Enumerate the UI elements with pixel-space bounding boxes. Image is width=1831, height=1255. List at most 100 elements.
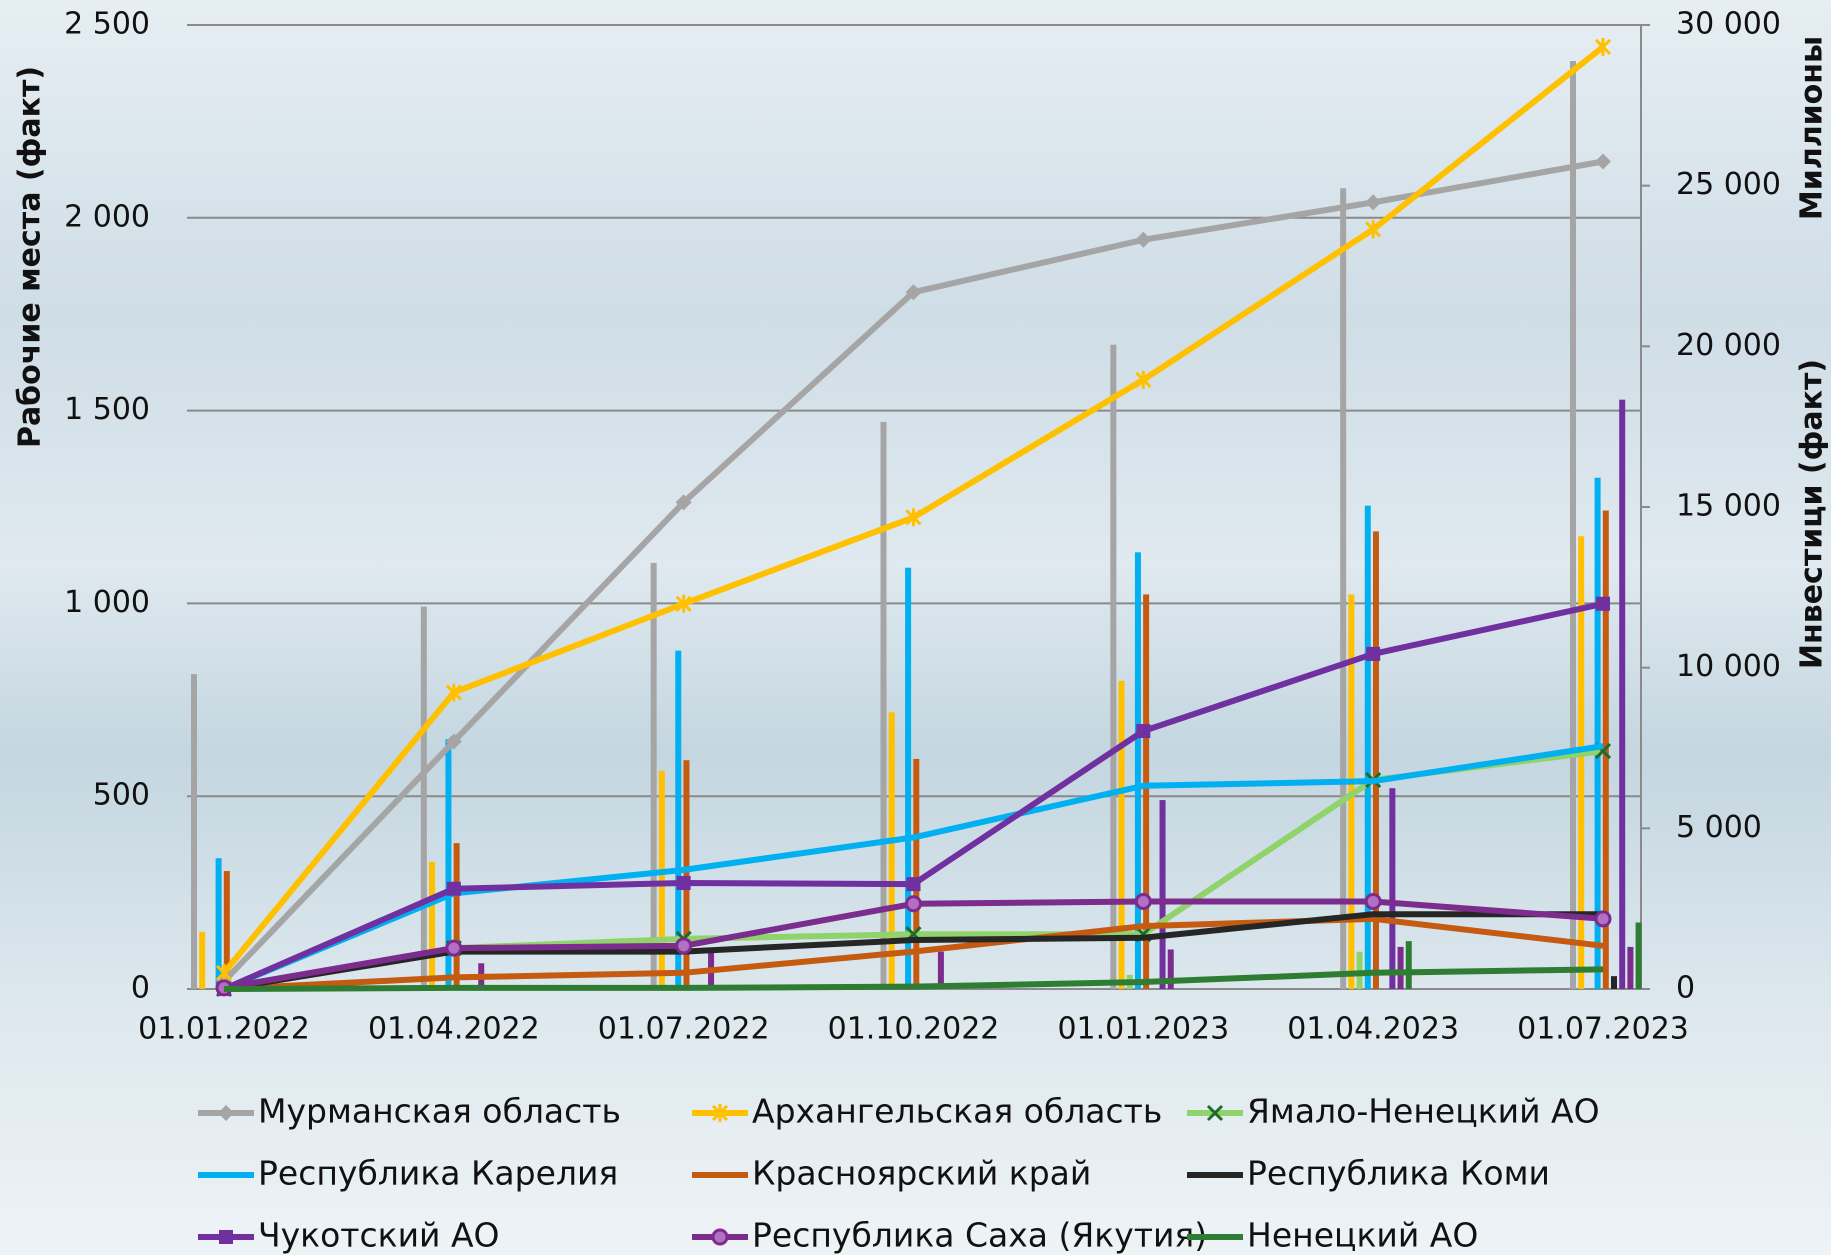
marker: [905, 284, 922, 301]
bar: [650, 562, 657, 989]
y2-tick-label: 20 000: [1676, 328, 1781, 363]
y-tick-label: 1 000: [64, 585, 150, 620]
marker: [1594, 37, 1612, 56]
marker: [1365, 194, 1382, 211]
y2-tick-label: 15 000: [1676, 489, 1781, 524]
y-tick-label: 1 500: [64, 392, 150, 427]
bar: [1143, 594, 1150, 989]
legend-label: Республика Коми: [1247, 1154, 1550, 1193]
marker: [1364, 892, 1382, 910]
legend: Мурманская область Архангельская область Я…: [198, 1092, 1600, 1255]
bar: [880, 421, 887, 989]
bar: [223, 871, 230, 989]
bar: [1159, 800, 1166, 989]
y-tick-label: 2 000: [64, 199, 150, 234]
line: [223, 966, 1604, 992]
bar: [1167, 949, 1174, 989]
y2-tick-label: 25 000: [1676, 167, 1781, 202]
marker: [1596, 596, 1610, 611]
bar: [683, 760, 690, 989]
y2-axis-title: Инвестици (факт): [1795, 359, 1830, 669]
bar: [1134, 552, 1141, 989]
bar: [905, 567, 912, 989]
marker: [1594, 910, 1612, 928]
bar: [1635, 922, 1642, 989]
bar: [1578, 536, 1585, 989]
legend-label: Мурманская область: [258, 1092, 621, 1131]
y2-axis-unit: Миллионы: [1795, 36, 1830, 220]
marker: [1365, 220, 1382, 239]
bar: [420, 606, 427, 989]
bar: [658, 770, 665, 989]
marker: [906, 877, 921, 892]
x-tick-label: 01.10.2022: [828, 1012, 1000, 1047]
marker: [675, 937, 693, 955]
bar: [1372, 531, 1379, 989]
marker: [445, 683, 462, 702]
bar: [1405, 941, 1412, 989]
bar: [199, 931, 206, 989]
marker: [1134, 892, 1152, 910]
legend-label: Архангельская область: [752, 1092, 1162, 1131]
marker: [446, 881, 461, 896]
y2-tick-label: 10 000: [1676, 649, 1781, 684]
legend-label: Ямало-Ненецкий АО: [1247, 1092, 1600, 1131]
legend-label: Чукотский АО: [258, 1216, 500, 1255]
marker: [1595, 153, 1611, 170]
legend-marker: [218, 1105, 234, 1121]
marker: [1135, 231, 1152, 248]
bar: [1364, 505, 1371, 989]
marker: [905, 895, 922, 913]
legend-marker: [711, 1228, 729, 1246]
bar: [1627, 946, 1634, 989]
legend-label: Ненецкий АО: [1247, 1216, 1478, 1255]
bar: [453, 843, 460, 989]
marker: [1135, 370, 1152, 389]
y2-tick-label: 30 000: [1676, 7, 1781, 42]
bar: [1340, 188, 1347, 990]
bar: [1397, 946, 1404, 989]
bar: [215, 858, 222, 989]
legend-marker: [219, 1230, 233, 1244]
bar: [1570, 60, 1576, 990]
bar: [888, 712, 895, 989]
y-axis-title: Рабочие места (факт): [13, 66, 48, 448]
bar: [191, 674, 197, 989]
bar: [1594, 477, 1601, 989]
legend-label: Красноярский край: [752, 1154, 1091, 1193]
marker: [1136, 724, 1151, 739]
marker: [676, 875, 691, 890]
marker: [675, 594, 692, 613]
bar: [1118, 680, 1125, 989]
marker: [445, 733, 462, 750]
y-tick-label: 2 500: [64, 7, 150, 42]
line: [223, 915, 1604, 992]
bar: [1389, 788, 1396, 989]
bar: [445, 739, 452, 989]
legend-label: Республика Саха (Якутия): [752, 1216, 1207, 1255]
bar: [1611, 976, 1617, 989]
bar: [913, 758, 920, 989]
x-tick-label: 01.01.2023: [1057, 1012, 1229, 1047]
legend-marker: [1206, 1104, 1224, 1122]
x-tick-label: 01.01.2022: [138, 1012, 310, 1047]
legend-label: Республика Карелия: [258, 1154, 618, 1193]
bar: [675, 650, 682, 989]
bar: [1619, 399, 1626, 989]
marker: [675, 494, 692, 511]
y-tick-label: 500: [93, 778, 150, 813]
y2-tick-label: 5 000: [1676, 810, 1762, 845]
x-tick-label: 01.04.2022: [368, 1012, 540, 1047]
x-tick-label: 01.07.2023: [1517, 1012, 1689, 1047]
y-tick-label: 0: [131, 971, 150, 1006]
bar: [937, 951, 944, 989]
marker: [905, 508, 922, 527]
legend-marker: [711, 1104, 729, 1122]
x-tick-label: 01.07.2022: [598, 1012, 770, 1047]
x-tick-label: 01.04.2023: [1287, 1012, 1459, 1047]
bar: [1110, 344, 1117, 989]
y2-tick-label: 0: [1676, 971, 1695, 1006]
marker: [445, 939, 463, 957]
